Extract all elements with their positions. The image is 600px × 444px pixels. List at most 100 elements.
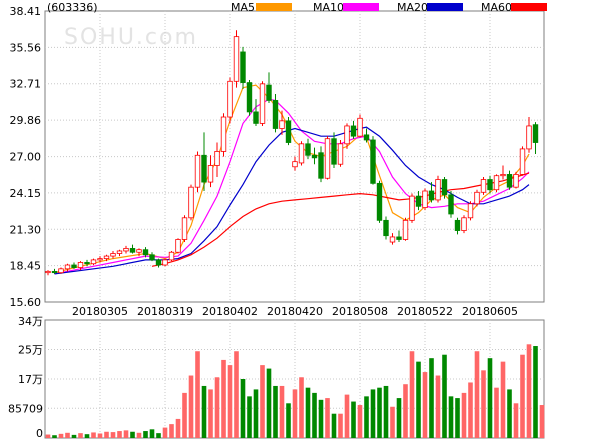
candle-up <box>175 238 181 254</box>
volume-bar <box>279 385 285 438</box>
volume-tick-label: 34万 <box>18 315 43 328</box>
candle-body <box>350 125 357 137</box>
volume-bar <box>201 385 207 438</box>
candle-body <box>526 125 532 150</box>
volume-bar <box>377 387 382 438</box>
candle-up <box>467 201 474 221</box>
candle-body <box>272 100 279 129</box>
candle-up <box>233 30 240 88</box>
volume-bar <box>71 434 77 438</box>
price-tick-label: 21.30 <box>10 223 42 236</box>
volume-bar <box>403 384 408 438</box>
date-tick-label: 20180319 <box>137 305 193 318</box>
candle-up <box>279 110 285 135</box>
candle-body <box>58 268 64 274</box>
candle-down <box>506 170 513 190</box>
candle-up <box>194 151 201 193</box>
volume-bar <box>526 344 532 438</box>
volume-axis: 34万 25万 17万 85709 0 <box>8 315 43 440</box>
volume-tick-label: 17万 <box>18 373 43 386</box>
volume-bar <box>182 392 187 438</box>
volume-bar <box>448 396 454 438</box>
volume-bar <box>370 389 376 438</box>
candle-body <box>220 116 227 152</box>
candle-body <box>279 120 285 129</box>
candle-down <box>305 138 311 160</box>
volume-bar <box>520 354 525 438</box>
volume-bar <box>338 413 343 438</box>
candle-body <box>500 174 506 177</box>
volume-bar <box>435 375 441 438</box>
candle-body <box>318 152 324 179</box>
candle-body <box>383 219 389 237</box>
candle-up <box>58 267 64 274</box>
candle-down <box>142 247 149 258</box>
volume-bar <box>351 401 356 438</box>
volume-bar <box>260 365 265 438</box>
volume-bar <box>487 358 493 438</box>
candle-body <box>519 148 526 175</box>
candle-body <box>194 154 201 188</box>
candle-body <box>71 264 77 268</box>
volume-bar <box>175 418 181 438</box>
candle-body <box>259 83 266 124</box>
candle-up <box>422 188 428 211</box>
candle-down <box>454 217 461 235</box>
candle-down <box>272 94 279 133</box>
price-tick-label: 27.00 <box>10 151 42 164</box>
volume-bar <box>474 351 480 438</box>
volume-bar <box>409 351 415 438</box>
candle-down <box>71 262 77 269</box>
volume-bar <box>325 398 330 438</box>
legend-label: MA10 <box>313 1 344 14</box>
legend: MA5 MA10 MA20 MA60 <box>231 1 547 14</box>
candle-up <box>207 155 214 188</box>
candle-down <box>415 191 422 211</box>
volume-bar <box>331 413 337 438</box>
candle-body <box>90 259 97 265</box>
candle-up <box>324 136 331 180</box>
candle-body <box>155 259 162 266</box>
candle-body <box>116 250 123 254</box>
candle-down <box>311 147 318 165</box>
candle-up <box>162 258 168 267</box>
volume-bar <box>208 389 213 438</box>
candle-body <box>474 191 480 205</box>
legend-swatch <box>256 3 292 11</box>
candle-up <box>389 233 396 245</box>
price-tick-label: 29.86 <box>10 114 42 127</box>
candle-down <box>318 146 324 183</box>
volume-bar <box>416 361 421 438</box>
candle-down <box>246 80 253 116</box>
volume-tick-label: 85709 <box>8 402 43 415</box>
volume-bar <box>344 394 350 438</box>
volume-bar <box>357 405 363 438</box>
candle-body <box>240 51 246 83</box>
price-tick-label: 18.45 <box>10 260 42 273</box>
candle-body <box>357 117 363 137</box>
ma60-line <box>151 172 530 267</box>
candle-down <box>396 230 402 243</box>
date-tick-label: 20180305 <box>72 305 128 318</box>
candle-body <box>370 139 376 184</box>
volume-bar <box>136 432 142 438</box>
volume-bar <box>227 365 233 438</box>
volume-bar <box>143 431 148 438</box>
volume-bar <box>45 434 51 438</box>
ma10-line <box>54 98 530 275</box>
candle-body <box>253 111 259 124</box>
legend-swatch <box>427 3 463 11</box>
candle-down <box>383 216 389 240</box>
volume-bar <box>104 431 109 438</box>
volume-series <box>45 344 545 438</box>
candle-down <box>376 180 383 223</box>
volume-bar <box>149 429 155 438</box>
volume-bar <box>286 403 291 438</box>
volume-bar <box>188 375 194 438</box>
candle-body <box>409 195 415 221</box>
volume-bar <box>533 346 538 438</box>
candle-body <box>64 264 71 270</box>
candle-down <box>149 252 155 262</box>
candle-body <box>201 154 207 183</box>
candle-body <box>298 143 305 164</box>
